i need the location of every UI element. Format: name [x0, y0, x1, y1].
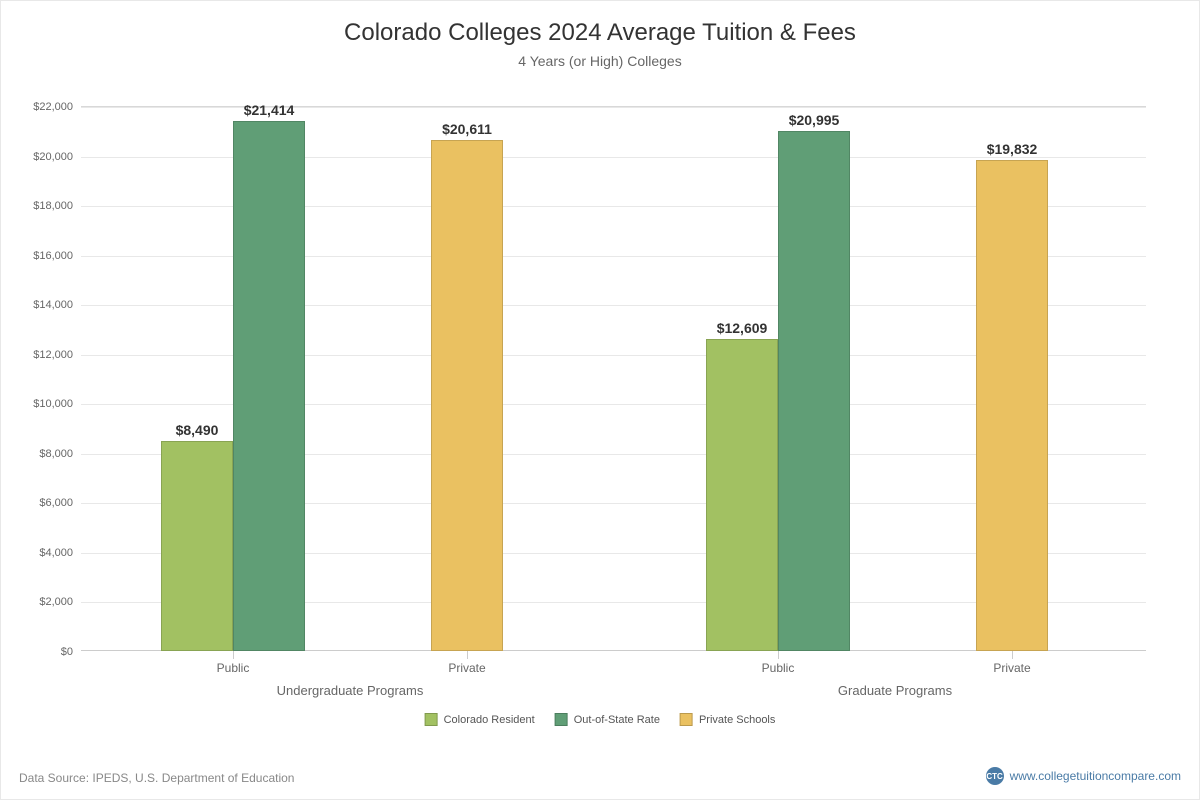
- legend-item-private[interactable]: Private Schools: [680, 713, 775, 726]
- bar-out_of_state[interactable]: $21,414: [233, 121, 305, 651]
- chart-title: Colorado Colleges 2024 Average Tuition &…: [1, 1, 1199, 47]
- bar-value-label: $19,832: [987, 141, 1038, 161]
- bar-value-label: $20,995: [789, 112, 840, 132]
- legend-label: Out-of-State Rate: [574, 714, 660, 726]
- plot-area: $0$2,000$4,000$6,000$8,000$10,000$12,000…: [81, 106, 1146, 651]
- legend-swatch: [680, 713, 693, 726]
- y-tick-label: $10,000: [33, 398, 81, 410]
- x-sub-label: Public: [217, 651, 250, 675]
- y-tick-label: $16,000: [33, 250, 81, 262]
- x-sub-label: Private: [993, 651, 1030, 675]
- legend-item-resident[interactable]: Colorado Resident: [425, 713, 535, 726]
- y-tick-label: $12,000: [33, 349, 81, 361]
- legend-swatch: [555, 713, 568, 726]
- source-url: www.collegetuitioncompare.com: [1010, 769, 1181, 783]
- y-tick-label: $14,000: [33, 299, 81, 311]
- y-tick-label: $4,000: [39, 547, 81, 559]
- chart-container: Colorado Colleges 2024 Average Tuition &…: [0, 0, 1200, 800]
- bar-value-label: $20,611: [442, 121, 492, 141]
- bar-value-label: $12,609: [717, 320, 768, 340]
- y-tick-label: $2,000: [39, 596, 81, 608]
- legend-label: Colorado Resident: [444, 714, 535, 726]
- bar-value-label: $21,414: [244, 102, 295, 122]
- legend-item-out_of_state[interactable]: Out-of-State Rate: [555, 713, 660, 726]
- y-tick-label: $18,000: [33, 200, 81, 212]
- ctc-badge-icon: CTC: [986, 767, 1004, 785]
- y-tick-label: $8,000: [39, 448, 81, 460]
- x-sub-label: Private: [448, 651, 485, 675]
- y-tick-label: $6,000: [39, 497, 81, 509]
- grid-line: [81, 107, 1146, 108]
- bar-private[interactable]: $20,611: [431, 140, 503, 651]
- x-group-label: Graduate Programs: [838, 651, 952, 698]
- x-sub-label: Public: [762, 651, 795, 675]
- bar-value-label: $8,490: [176, 422, 219, 442]
- bar-private[interactable]: $19,832: [976, 160, 1048, 651]
- data-source-text: Data Source: IPEDS, U.S. Department of E…: [19, 771, 294, 785]
- bar-resident[interactable]: $8,490: [161, 441, 233, 651]
- y-tick-label: $0: [61, 646, 81, 658]
- x-group-label: Undergraduate Programs: [277, 651, 424, 698]
- chart-subtitle: 4 Years (or High) Colleges: [1, 47, 1199, 69]
- legend-swatch: [425, 713, 438, 726]
- y-tick-label: $20,000: [33, 151, 81, 163]
- legend-label: Private Schools: [699, 714, 775, 726]
- legend: Colorado Resident Out-of-State Rate Privat…: [425, 713, 776, 726]
- source-link[interactable]: CTC www.collegetuitioncompare.com: [986, 767, 1181, 785]
- y-tick-label: $22,000: [33, 101, 81, 113]
- bar-out_of_state[interactable]: $20,995: [778, 131, 850, 651]
- bar-resident[interactable]: $12,609: [706, 339, 778, 651]
